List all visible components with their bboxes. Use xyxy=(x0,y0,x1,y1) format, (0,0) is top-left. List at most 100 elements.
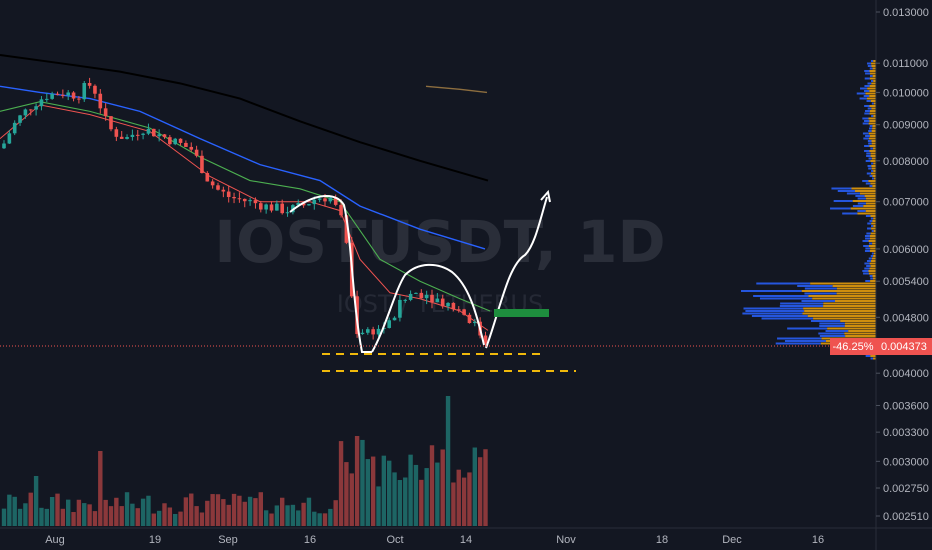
profile-bar-up xyxy=(846,192,860,195)
volume-bar xyxy=(215,494,221,526)
profile-bar-down xyxy=(869,110,876,112)
volume-bar xyxy=(17,508,23,526)
y-tick-label: 0.010000 xyxy=(883,87,929,99)
x-tick-label: Sep xyxy=(218,534,238,546)
profile-bar-up xyxy=(857,197,866,200)
profile-bar-down xyxy=(808,295,876,297)
profile-bar-up xyxy=(825,330,849,332)
y-tick-label: 0.007000 xyxy=(883,197,929,209)
candle-body xyxy=(61,94,65,96)
profile-bar-down xyxy=(872,147,876,150)
profile-bar-up xyxy=(804,292,837,295)
y-tick-label: 0.004000 xyxy=(883,368,929,380)
profile-bar-down xyxy=(872,185,876,187)
candle-body xyxy=(12,122,17,134)
profile-bar-down xyxy=(868,132,876,135)
profile-bar-down xyxy=(844,322,876,325)
profile-bar-down xyxy=(869,137,876,140)
profile-bar-down xyxy=(869,237,876,240)
profile-bar-up xyxy=(857,210,866,212)
profile-bar-up xyxy=(819,335,846,337)
last-price-label: 0.004373 xyxy=(881,341,927,353)
volume-bar xyxy=(183,497,189,526)
profile-bar-down xyxy=(873,60,876,62)
volume-bar xyxy=(274,505,280,526)
volume-bar xyxy=(354,436,360,526)
profile-bar-down xyxy=(869,145,876,147)
profile-bar-up xyxy=(780,302,824,305)
y-tick-label: 0.003600 xyxy=(883,400,929,412)
y-tick-label: 0.008000 xyxy=(883,156,929,168)
profile-bar-down xyxy=(863,205,876,207)
volume-bar xyxy=(60,508,66,526)
y-tick-label: 0.002510 xyxy=(883,511,929,523)
ma-fast-line xyxy=(0,101,491,312)
volume-bar xyxy=(1,508,7,526)
y-axis-ticks[interactable]: 0.013000 0.011000 0.010000 0.009000 0.008000… xyxy=(876,7,929,523)
change-tag xyxy=(830,338,876,355)
candle-body xyxy=(93,85,97,94)
candle-body xyxy=(55,93,60,95)
profile-bar-down xyxy=(871,82,876,85)
profile-bar-down xyxy=(872,127,876,130)
profile-bar-down xyxy=(872,257,876,260)
candle-body xyxy=(451,302,456,310)
profile-bar-up xyxy=(868,242,873,245)
volume-bar xyxy=(440,449,445,526)
profile-bar-up xyxy=(862,180,869,182)
profile-bar-up xyxy=(870,357,873,360)
volume-bar xyxy=(23,503,28,526)
volume-bar xyxy=(333,500,338,526)
profile-bar-down xyxy=(869,262,876,265)
profile-bar-down xyxy=(870,160,876,162)
profile-bar-up xyxy=(862,270,869,272)
profile-bar-up xyxy=(864,250,870,252)
profile-bar-up xyxy=(865,280,871,282)
candle-body xyxy=(317,198,322,200)
candle-body xyxy=(28,109,33,111)
profile-bar-up xyxy=(867,227,872,230)
profile-bar-down xyxy=(872,275,876,277)
profile-bar-down xyxy=(872,67,876,70)
profile-bar-down xyxy=(869,105,876,107)
volume-bar xyxy=(44,508,49,526)
candle-body xyxy=(221,189,226,192)
y-tick-label: 0.013000 xyxy=(883,7,929,19)
volume-bar xyxy=(392,472,397,526)
x-axis-ticks[interactable]: Aug 19 Sep 16 Oct 14 Nov 18 Dec 16 xyxy=(45,534,824,546)
profile-bar-up xyxy=(870,277,873,280)
candle-body xyxy=(301,202,306,206)
candle-body xyxy=(242,198,247,202)
candle-body xyxy=(473,321,477,324)
profile-bar-up xyxy=(837,190,855,192)
candle-body xyxy=(194,149,199,156)
volume-bar xyxy=(306,497,312,526)
profile-bar-down xyxy=(801,290,876,292)
profile-bar-up xyxy=(742,312,803,315)
volume-bar xyxy=(33,476,39,526)
profile-bar-down xyxy=(873,80,876,82)
profile-bar-down xyxy=(870,247,876,250)
profile-bar-down xyxy=(871,62,876,65)
candle-body xyxy=(146,128,151,134)
profile-bar-up xyxy=(784,340,826,342)
profile-bar-up xyxy=(801,300,836,302)
candle-body xyxy=(162,134,167,138)
candle-body xyxy=(456,309,461,311)
profile-bar-down xyxy=(870,232,876,235)
x-tick-label: Aug xyxy=(45,534,65,546)
volume-bar xyxy=(322,513,328,526)
candle-body xyxy=(446,302,450,307)
profile-bar-up xyxy=(833,200,853,202)
volume-bar xyxy=(49,496,55,526)
candle-body xyxy=(419,292,424,299)
profile-bar-down xyxy=(872,75,876,77)
profile-bar-down xyxy=(871,165,876,167)
candle-body xyxy=(307,204,311,206)
profile-bar-down xyxy=(873,252,876,255)
profile-bar-down xyxy=(854,190,876,192)
profile-bar-down xyxy=(871,140,876,142)
cup-left-drawing xyxy=(289,194,372,353)
symbol-watermark: IOSTUSDT, 1D xyxy=(214,208,665,276)
